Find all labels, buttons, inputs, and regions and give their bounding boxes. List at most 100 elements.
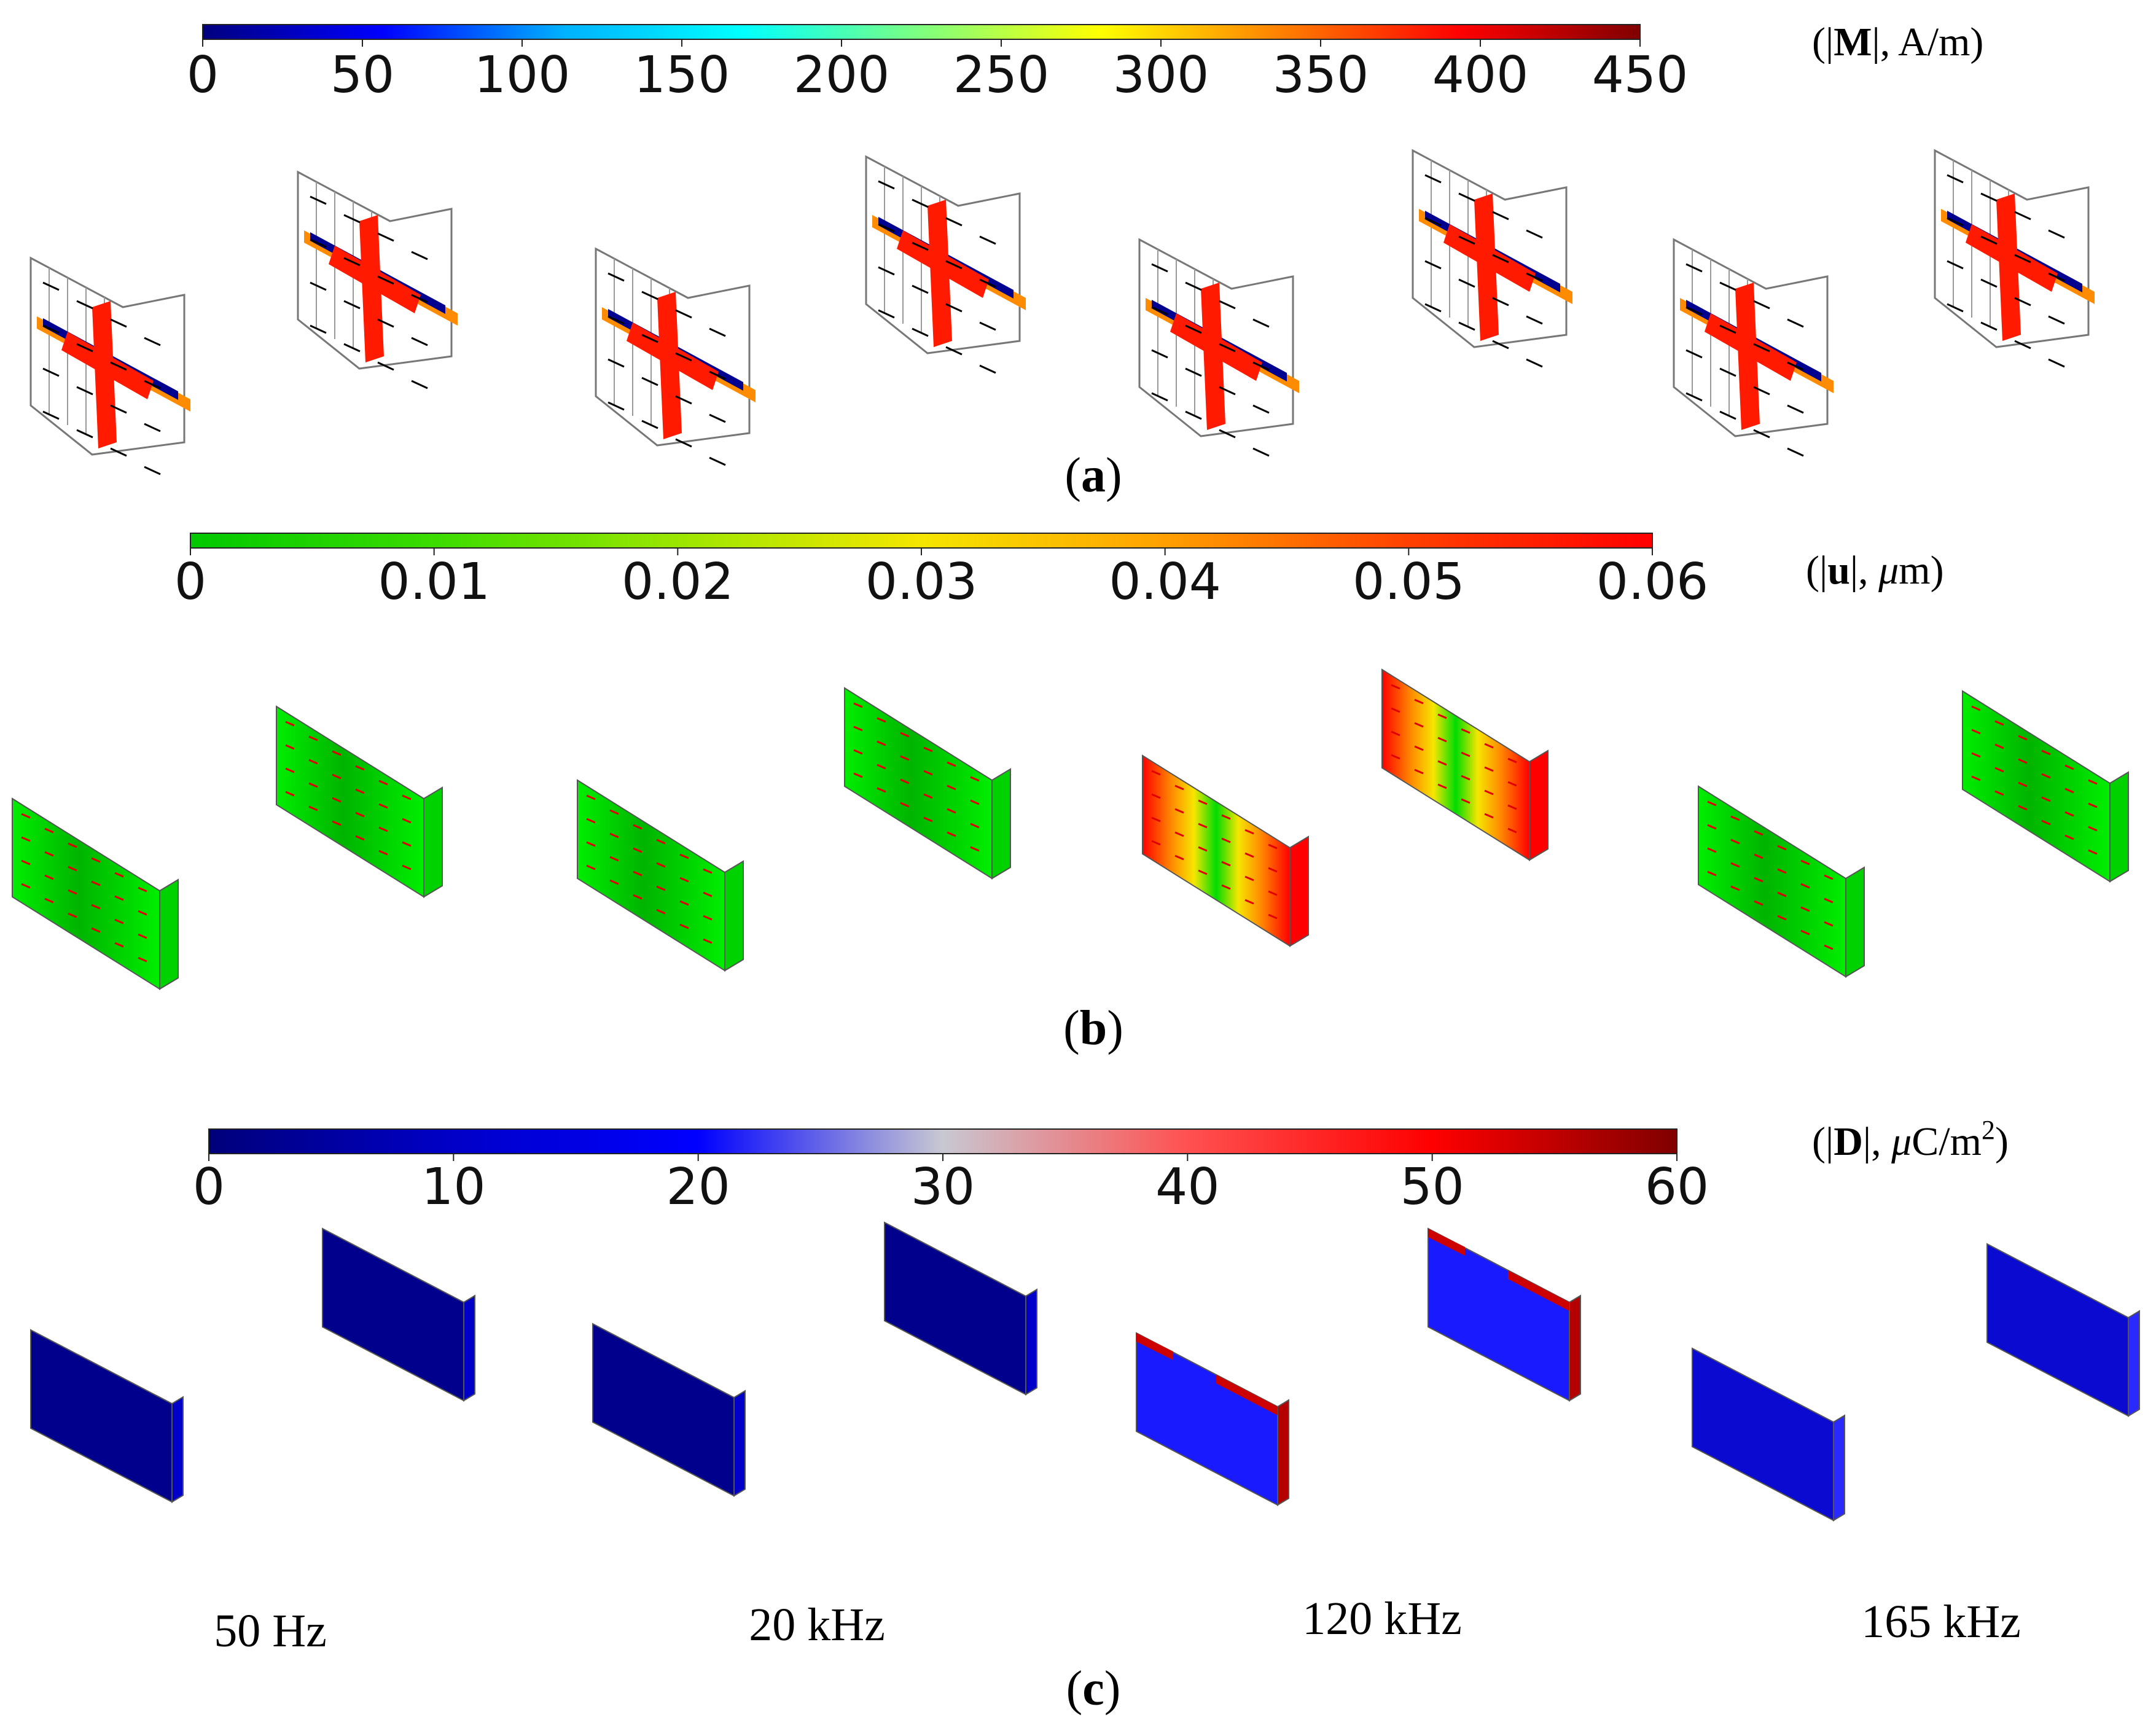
- magnetization-arrow: [110, 404, 127, 414]
- magnetization-arrow: [1185, 281, 1202, 291]
- colorbar-tick-label: 20: [666, 1158, 730, 1216]
- slab-side-face: [1025, 1288, 1037, 1396]
- displacement-arrow: [1198, 823, 1208, 829]
- displacement-arrow: [1414, 722, 1424, 728]
- displacement-arrow: [1507, 804, 1517, 810]
- magnetization-arrow: [2014, 211, 2031, 221]
- magnetization-arrow: [411, 380, 428, 389]
- displacement-arrow: [1221, 884, 1231, 890]
- magnetization-arrow: [1947, 303, 1964, 313]
- magnetization-arrow: [878, 309, 895, 319]
- magnetization-arrow: [1151, 306, 1168, 316]
- displacement-arrow: [923, 816, 933, 823]
- displacement-arrow: [1707, 800, 1717, 807]
- magnetization-arrow: [411, 294, 428, 303]
- magnetization-arrow: [675, 395, 692, 405]
- magnetization-cross-bar: [329, 246, 421, 313]
- unit-label-b: (|u|, μm): [1806, 548, 1944, 593]
- displacement-arrow: [2041, 796, 2051, 802]
- displacement-arrow: [656, 839, 666, 845]
- magnetization-cross-bar: [1705, 313, 1797, 381]
- displacement-arrow: [355, 835, 365, 841]
- magnetization-plot: [297, 170, 458, 389]
- magnetization-arrow: [1424, 303, 1442, 313]
- magnetization-arrow: [144, 337, 161, 346]
- magnetization-arrow: [76, 343, 93, 353]
- colorbar-tick-label: 300: [1113, 46, 1209, 104]
- displacement-arrow: [44, 897, 54, 904]
- colorbar-tick-label: 0.04: [1109, 553, 1221, 611]
- colorbar-tick-label: 40: [1155, 1158, 1219, 1216]
- displacement-arrow: [2088, 849, 2098, 855]
- displacement-arrow: [308, 735, 318, 741]
- displacement-arrow: [586, 818, 596, 824]
- displacement-arrow: [1268, 867, 1278, 873]
- displacement-arrow: [1414, 768, 1424, 775]
- colorbar-tick-label: 0.06: [1596, 553, 1709, 611]
- displacement-arrow: [1461, 798, 1471, 804]
- displacement-arrow: [355, 765, 365, 771]
- slab-front-face: [1692, 1347, 1834, 1522]
- displacement-arrow: [1244, 899, 1254, 905]
- magnetization-plot: [1138, 238, 1299, 457]
- slab-side-face: [159, 878, 179, 990]
- displacement-arrow: [900, 802, 910, 808]
- displacement-arrow: [2018, 735, 2028, 741]
- magnetization-arrow: [979, 364, 996, 374]
- displacement-arrow: [2041, 749, 2051, 756]
- displacement-arrow: [1437, 737, 1447, 743]
- panel-label-b: (b): [1063, 1001, 1123, 1055]
- displacement-arrow: [1244, 875, 1254, 882]
- displacement-arrow: [1824, 944, 1834, 950]
- slab-side-face: [1277, 1399, 1289, 1506]
- displacement-arrow: [402, 864, 412, 870]
- slab-front-face: [1381, 668, 1530, 861]
- slab-front-face: [592, 1323, 735, 1497]
- electric-displacement-slab: [1428, 1227, 1581, 1402]
- displacement-arrow: [91, 880, 101, 886]
- slab-front-face: [844, 687, 993, 880]
- displacement-arrow: [21, 859, 31, 866]
- displacement-arrow: [1971, 775, 1981, 781]
- displacement-arrow: [853, 772, 863, 778]
- displacement-arrow: [586, 794, 596, 800]
- displacement-arrow: [2064, 788, 2074, 794]
- wireframe-box: [29, 256, 186, 456]
- displacement-arrow: [1800, 859, 1810, 866]
- displacement-slab: [1381, 668, 1549, 861]
- displacement-arrow: [1754, 900, 1763, 906]
- displacement-arrow: [703, 938, 713, 944]
- magnetization-arrow: [979, 278, 996, 288]
- frequency-label-2: 20 kHz: [749, 1599, 885, 1651]
- displacement-arrow: [308, 805, 318, 811]
- displacement-arrow: [1730, 839, 1740, 845]
- displacement-arrow: [1707, 824, 1717, 830]
- unit-label-c: (|D|, μC/m2): [1812, 1115, 2009, 1164]
- displacement-arrow: [2088, 826, 2098, 832]
- displacement-arrow: [138, 933, 147, 939]
- magnetization-arrow: [1980, 278, 1998, 288]
- magnetization-arrow: [1424, 260, 1442, 270]
- displacement-arrow: [1174, 854, 1184, 861]
- displacement-arrow: [1994, 790, 2004, 796]
- slab-side-face: [2109, 771, 2129, 883]
- high-field-region: [1216, 1375, 1278, 1415]
- displacement-arrow: [1824, 897, 1834, 904]
- displacement-arrow: [91, 927, 101, 933]
- magnetization-arrow: [912, 284, 929, 294]
- displacement-arrow: [1754, 830, 1763, 836]
- magnetization-arrow: [377, 361, 394, 371]
- magnetization-arrow: [607, 358, 625, 368]
- displacement-arrow: [1730, 885, 1740, 891]
- colorbar-tick-label: 50: [330, 46, 394, 104]
- electric-displacement-slab: [322, 1227, 475, 1402]
- displacement-arrow: [91, 857, 101, 863]
- wireframe-box: [865, 155, 1021, 354]
- displacement-slab: [577, 779, 744, 972]
- magnetization-arrow: [1787, 318, 1804, 328]
- slab-front-face: [1136, 1332, 1278, 1506]
- displacement-arrow: [402, 794, 412, 800]
- slab-side-face: [1289, 835, 1309, 947]
- displacement-arrow: [609, 809, 619, 815]
